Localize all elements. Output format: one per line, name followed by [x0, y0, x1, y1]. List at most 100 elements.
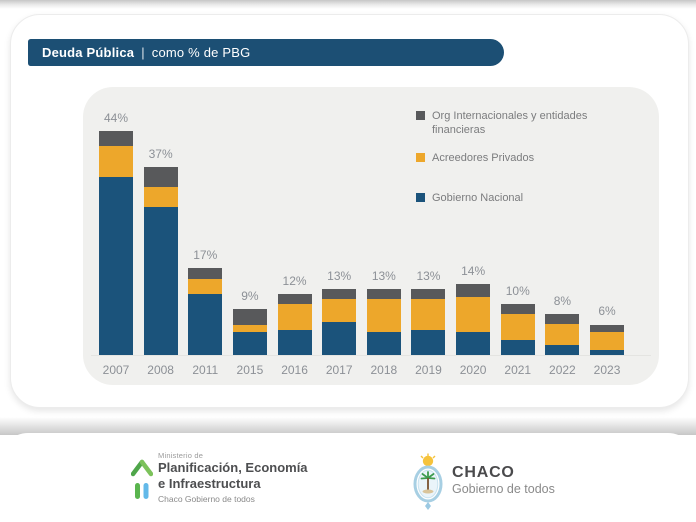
bar-segment-gobierno-nacional-2008	[143, 207, 178, 355]
bar-total-label-2016: 12%	[282, 273, 307, 288]
bar-segment-org-internacionales-2008	[143, 166, 178, 188]
ministry-tagline: Chaco Gobierno de todos	[158, 494, 255, 504]
bar-total-label-2021: 10%	[505, 284, 530, 299]
x-tick-label-2017: 2017	[325, 363, 353, 377]
bar-segment-acreedores-privados-2021	[500, 314, 535, 340]
bar-segment-gobierno-nacional-2020	[456, 332, 491, 355]
bar-2008	[143, 166, 178, 355]
chaco-name: CHACO	[452, 464, 515, 481]
bar-segment-acreedores-privados-2007	[99, 146, 133, 177]
chart-subtitle: como % de PBG	[151, 45, 251, 60]
x-tick-label-2016: 2016	[281, 363, 308, 377]
footer-divider-shadow	[0, 417, 696, 435]
chart-card: Deuda Pública | como % de PBG Org Intern…	[10, 14, 689, 408]
bar-2007	[99, 131, 133, 355]
x-axis-line	[91, 355, 651, 356]
bar-2011	[188, 268, 223, 355]
bar-segment-org-internacionales-2019	[411, 288, 446, 300]
bar-total-label-2020: 14%	[461, 263, 486, 278]
bar-2022	[545, 314, 580, 355]
bar-segment-gobierno-nacional-2021	[500, 339, 535, 355]
bar-segment-acreedores-privados-2018	[366, 299, 401, 333]
bar-segment-org-internacionales-2011	[188, 268, 223, 279]
bar-segment-org-internacionales-2017	[322, 288, 357, 300]
x-tick-label-2022: 2022	[549, 363, 576, 377]
legend-label-acreedores-privados: Acreedores Privados	[432, 151, 535, 164]
bar-segment-gobierno-nacional-2016	[277, 329, 312, 355]
bar-total-label-2011: 17%	[193, 248, 218, 263]
bar-segment-acreedores-privados-2019	[411, 299, 446, 330]
bar-total-label-2017: 13%	[327, 268, 352, 283]
x-tick-label-2018: 2018	[370, 363, 398, 377]
title-separator: |	[141, 45, 145, 60]
bar-segment-gobierno-nacional-2007	[99, 176, 133, 355]
bar-2017	[322, 288, 357, 355]
bar-segment-org-internacionales-2007	[99, 131, 133, 147]
legend-item-acreedores-privados: Acreedores Privados	[416, 151, 636, 165]
bar-2020	[456, 283, 491, 355]
legend-item-gobierno-nacional: Gobierno Nacional	[416, 191, 636, 205]
bar-segment-acreedores-privados-2011	[188, 278, 223, 294]
bar-2023	[590, 324, 625, 355]
chaco-coat-of-arms-icon	[412, 453, 444, 516]
plot-area: Org Internacionales y entidades financie…	[83, 87, 659, 385]
bar-2019	[411, 288, 446, 355]
x-tick-label-2023: 2023	[593, 363, 621, 377]
x-tick-label-2007: 2007	[102, 363, 130, 377]
chaco-lockup: CHACO Gobierno de todos	[452, 464, 555, 496]
legend-label-org-internacionales: Org Internacionales y entidades financie…	[432, 110, 588, 137]
bar-total-label-2008: 37%	[148, 146, 173, 161]
bar-2015	[232, 309, 267, 355]
x-tick-label-2019: 2019	[415, 363, 442, 377]
bar-segment-gobierno-nacional-2015	[232, 332, 267, 355]
top-shadow-strip	[0, 0, 696, 9]
chaco-tagline: Gobierno de todos	[452, 482, 555, 496]
bar-segment-org-internacionales-2021	[500, 304, 535, 315]
ministry-name-line2: e Infraestructura	[158, 475, 261, 491]
bar-segment-gobierno-nacional-2022	[545, 344, 580, 355]
x-tick-label-2008: 2008	[147, 363, 174, 377]
bar-total-label-2022: 8%	[553, 294, 572, 309]
bar-segment-acreedores-privados-2008	[143, 187, 178, 208]
bar-total-label-2015: 9%	[241, 289, 259, 304]
bar-total-label-2019: 13%	[416, 268, 441, 283]
chart-title: Deuda Pública	[42, 45, 135, 60]
ministry-name-line1: Planificación, Economía	[158, 460, 308, 475]
bar-segment-org-internacionales-2018	[366, 288, 401, 300]
x-tick-label-2020: 2020	[459, 363, 487, 377]
bar-segment-acreedores-privados-2017	[322, 299, 357, 322]
bar-segment-org-internacionales-2015	[232, 309, 267, 325]
legend-swatch-acreedores-privados	[416, 152, 425, 162]
bar-total-label-2007: 44%	[103, 111, 129, 126]
legend-swatch-org-internacionales	[416, 111, 425, 120]
x-tick-label-2015: 2015	[236, 363, 264, 377]
x-tick-label-2021: 2021	[504, 363, 532, 377]
x-tick-label-2011: 2011	[192, 363, 219, 377]
bar-segment-acreedores-privados-2023	[590, 332, 625, 350]
bar-segment-org-internacionales-2022	[545, 314, 580, 325]
bar-total-label-2023: 6%	[598, 304, 616, 319]
bar-2018	[366, 288, 401, 355]
ministry-house-icon	[130, 458, 154, 507]
bar-segment-acreedores-privados-2016	[277, 304, 312, 330]
ministry-overline: Ministerio de	[158, 451, 204, 460]
chart-legend: Org Internacionales y entidades financie…	[416, 109, 636, 205]
footer: Ministerio de Planificación, Economía e …	[0, 433, 696, 522]
chart-title-bar: Deuda Pública | como % de PBG	[28, 39, 504, 66]
legend-swatch-gobierno-nacional	[416, 192, 425, 202]
bar-2021	[500, 304, 535, 355]
bar-segment-acreedores-privados-2022	[545, 324, 580, 345]
bar-segment-gobierno-nacional-2011	[188, 293, 223, 355]
bar-segment-acreedores-privados-2015	[232, 324, 267, 333]
bar-segment-gobierno-nacional-2019	[411, 329, 446, 355]
bar-segment-org-internacionales-2023	[590, 324, 625, 333]
bar-segment-acreedores-privados-2020	[456, 296, 491, 333]
legend-item-org-internacionales: Org Internacionales y entidades financie…	[416, 109, 636, 138]
bar-segment-gobierno-nacional-2023	[590, 349, 625, 355]
bar-total-label-2018: 13%	[371, 268, 396, 283]
legend-label-gobierno-nacional: Gobierno Nacional	[432, 191, 524, 204]
ministry-lockup: Ministerio de Planificación, Economía e …	[158, 451, 308, 504]
bar-segment-gobierno-nacional-2018	[366, 332, 401, 355]
bar-2016	[277, 294, 312, 355]
bar-segment-org-internacionales-2020	[456, 283, 491, 297]
